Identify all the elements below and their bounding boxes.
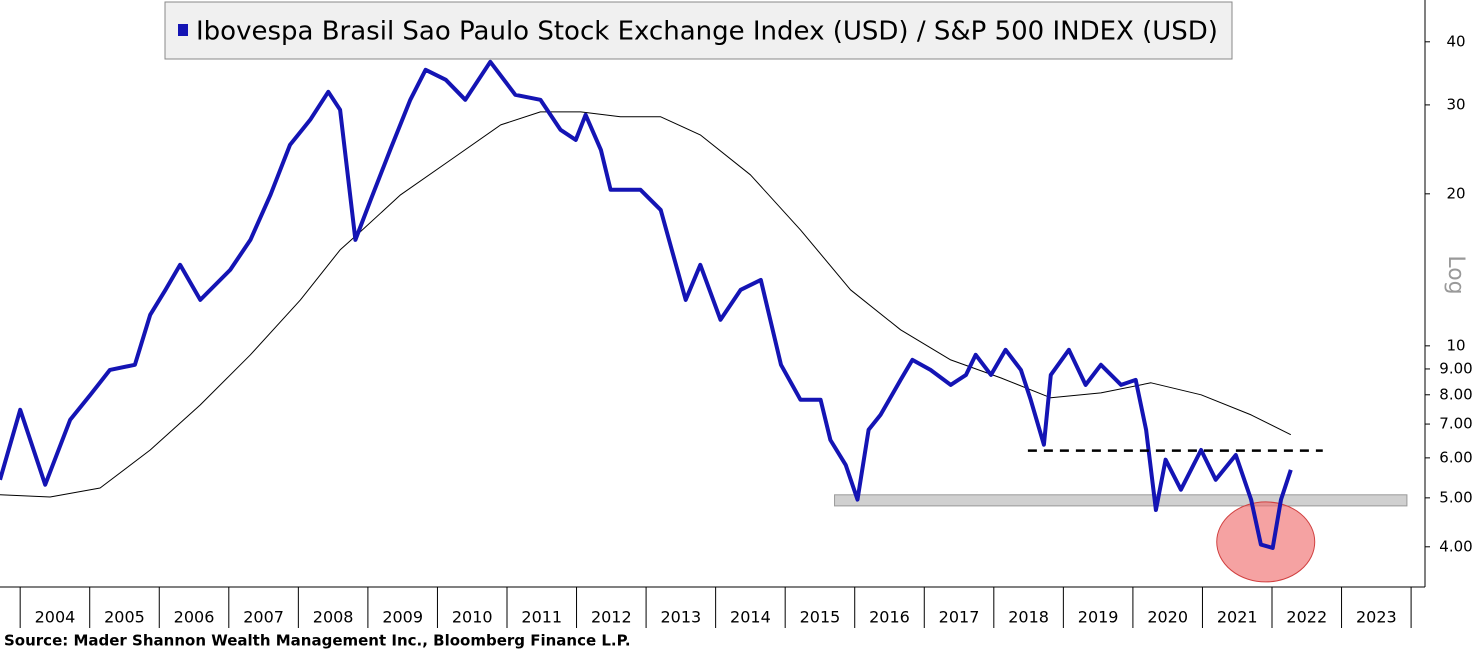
- x-tick-label: 2010: [452, 608, 493, 627]
- legend-box: [164, 1, 1233, 60]
- x-tick-label: 2007: [243, 608, 284, 627]
- x-tick-label: 2008: [313, 608, 354, 627]
- highlight-circle: [1216, 501, 1316, 583]
- x-tick-label: 2012: [591, 608, 632, 627]
- legend-swatch: [178, 24, 188, 36]
- x-tick-label: 2016: [869, 608, 910, 627]
- source: Source: Mader Shannon Wealth Management …: [4, 632, 631, 650]
- legend-label: Ibovespa Brasil Sao Paulo Stock Exchange…: [196, 17, 1218, 47]
- y-tick-label: 20: [1446, 184, 1465, 202]
- x-tick-label: 2017: [939, 608, 980, 627]
- y-tick-label: 5.00: [1439, 488, 1472, 506]
- x-tick-label: 2005: [104, 608, 145, 627]
- x-tick-label: 2011: [521, 608, 562, 627]
- x-tick-label: 2009: [382, 608, 423, 627]
- y-axis-label: Log: [1443, 255, 1468, 294]
- y-tick-label: 10: [1446, 336, 1465, 354]
- x-tick-label: 2022: [1286, 608, 1327, 627]
- x-tick-label: 2020: [1147, 608, 1188, 627]
- x-tick-label: 2023: [1356, 608, 1397, 627]
- y-tick-label: 6.00: [1439, 448, 1472, 466]
- y-tick-label: 8.00: [1439, 385, 1472, 403]
- x-tick-label: 2018: [1008, 608, 1049, 627]
- x-tick-label: 2004: [35, 608, 76, 627]
- x-tick-label: 2019: [1078, 608, 1119, 627]
- ratio-line: [0, 59, 1293, 550]
- y-tick-label: 9.00: [1439, 359, 1472, 377]
- y-tick-label: 30: [1446, 95, 1465, 113]
- y-tick-label: 40: [1446, 32, 1465, 50]
- support-band: [834, 494, 1408, 507]
- y-tick-label: 4.00: [1439, 537, 1472, 555]
- x-tick-label: 2006: [174, 608, 215, 627]
- x-tick-label: 2014: [730, 608, 771, 627]
- x-tick-label: 2015: [800, 608, 841, 627]
- y-tick-label: 7.00: [1439, 415, 1472, 433]
- x-tick-label: 2021: [1217, 608, 1258, 627]
- moving-average-line: [0, 111, 1292, 498]
- x-tick-label: 2013: [660, 608, 701, 627]
